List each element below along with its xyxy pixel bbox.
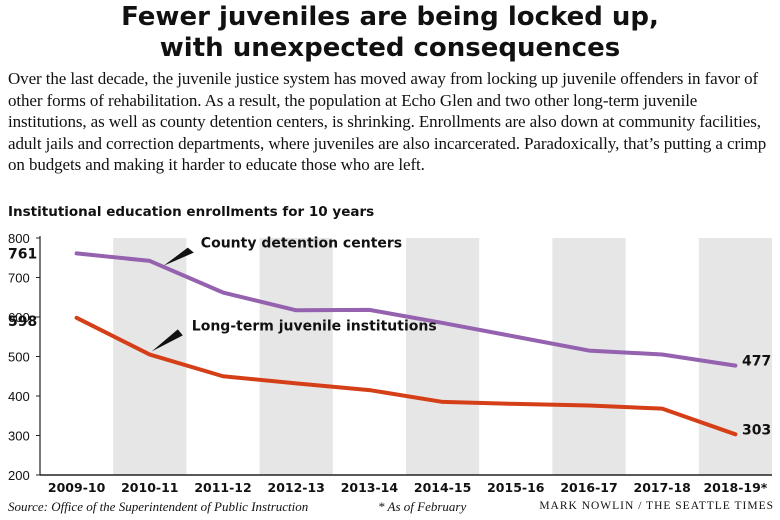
intro-paragraph: Over the last decade, the juvenile justi… [8, 69, 767, 174]
x-tick-label: 2014-15 [414, 480, 471, 495]
x-tick-label: 2009-10 [48, 480, 106, 495]
leader-county-detention [163, 247, 194, 266]
y-tick-label: 700 [8, 271, 30, 286]
leader-long-term-institutions [151, 329, 183, 352]
chart-subtitle: Institutional education enrollments for … [8, 204, 375, 220]
series-line-long-term-institutions [74, 315, 738, 437]
x-tick-label: 2013-14 [341, 480, 399, 495]
shaded-band-2016-17 [552, 238, 626, 475]
series-line-county-detention [74, 251, 738, 368]
y-tick-label: 200 [8, 468, 30, 483]
credit-line: Mark Nowlin / The Seattle Times [539, 500, 774, 512]
shaded-band-2012-13 [259, 238, 333, 475]
y-tick-label: 400 [8, 389, 30, 404]
chart-title: Fewer juveniles are being locked up, wit… [0, 2, 780, 64]
x-tick-label: 2018-19* [703, 480, 767, 495]
y-tick-label: 600 [8, 310, 30, 325]
x-tick-label: 2016-17 [560, 480, 617, 495]
start-value-label: 598 [8, 314, 37, 330]
source-note: Source: Office of the Superintendent of … [8, 499, 309, 514]
y-tick-label: 800 [8, 231, 30, 246]
footnote: * As of February [378, 499, 467, 514]
x-tick-label: 2011-12 [194, 480, 251, 495]
y-tick-label: 500 [8, 350, 30, 365]
shaded-band-2014-15 [406, 238, 480, 475]
line-chart: 200 300 400 500 600 700 800 2009-10 2010-11 2011-… [8, 231, 772, 495]
title-line-1: Fewer juveniles are being locked up, [121, 2, 659, 32]
series-label-long-term-institutions: Long-term juvenile institutions [192, 318, 437, 334]
x-tick-label: 2010-11 [121, 480, 178, 495]
x-tick-label: 2012-13 [268, 480, 325, 495]
y-tick-label: 300 [8, 429, 30, 444]
x-tick-label: 2015-16 [487, 480, 545, 495]
title-line-2: with unexpected consequences [159, 33, 621, 63]
end-value-label: 303 [742, 422, 771, 438]
end-value-label: 477 [742, 354, 771, 370]
start-value-label: 761 [8, 246, 37, 262]
series-label-county-detention: County detention centers [201, 236, 402, 252]
x-tick-label: 2017-18 [634, 480, 691, 495]
